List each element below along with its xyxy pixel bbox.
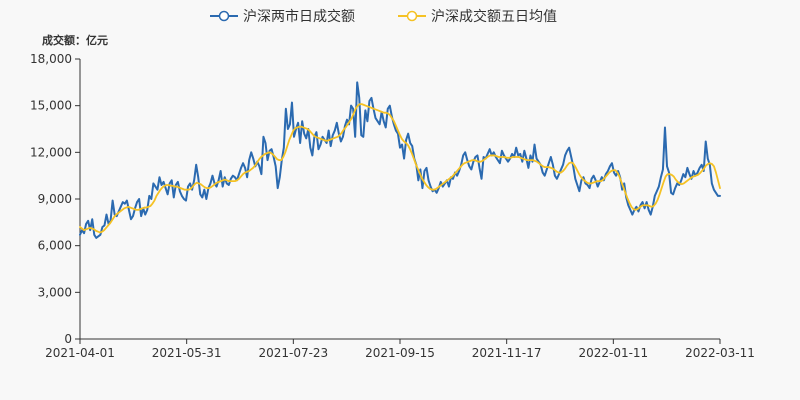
x-tick-label: 2021-07-23 [258,346,328,360]
series-line-daily [79,81,721,239]
legend: 沪深两市日成交额 沪深成交额五日均值 [210,8,557,25]
legend-marker-average [406,10,418,22]
x-tick-label: 2021-11-17 [472,346,542,360]
x-tick-label: 2022-01-11 [578,346,648,360]
legend-item-daily[interactable]: 沪深两市日成交额 [210,8,355,25]
y-tick-label: 18,000 [30,52,72,66]
plot-area [79,81,721,239]
series-line-average [79,103,721,234]
legend-label-daily: 沪深两市日成交额 [243,8,355,25]
legend-item-average[interactable]: 沪深成交额五日均值 [398,8,557,25]
y-tick-label: 6,000 [38,239,72,253]
legend-marker-daily [218,10,230,22]
x-tick-label: 2021-05-31 [152,346,222,360]
x-tick-label: 2022-03-11 [685,346,755,360]
legend-label-average: 沪深成交额五日均值 [431,8,557,25]
y-tick-label: 0 [64,332,72,346]
y-axis: 0 3,000 6,000 9,000 12,000 15,000 18,000 [30,52,81,346]
x-tick-label: 2021-04-01 [45,346,115,360]
y-tick-label: 15,000 [30,99,72,113]
y-tick-label: 3,000 [38,285,72,299]
y-tick-label: 9,000 [38,192,72,206]
x-axis: 2021-04-01 2021-05-31 2021-07-23 2021-09-15… [45,338,755,360]
x-tick-label: 2021-09-15 [365,346,435,360]
y-unit-label: 成交额：亿元 [42,33,108,47]
y-tick-label: 12,000 [30,145,72,159]
